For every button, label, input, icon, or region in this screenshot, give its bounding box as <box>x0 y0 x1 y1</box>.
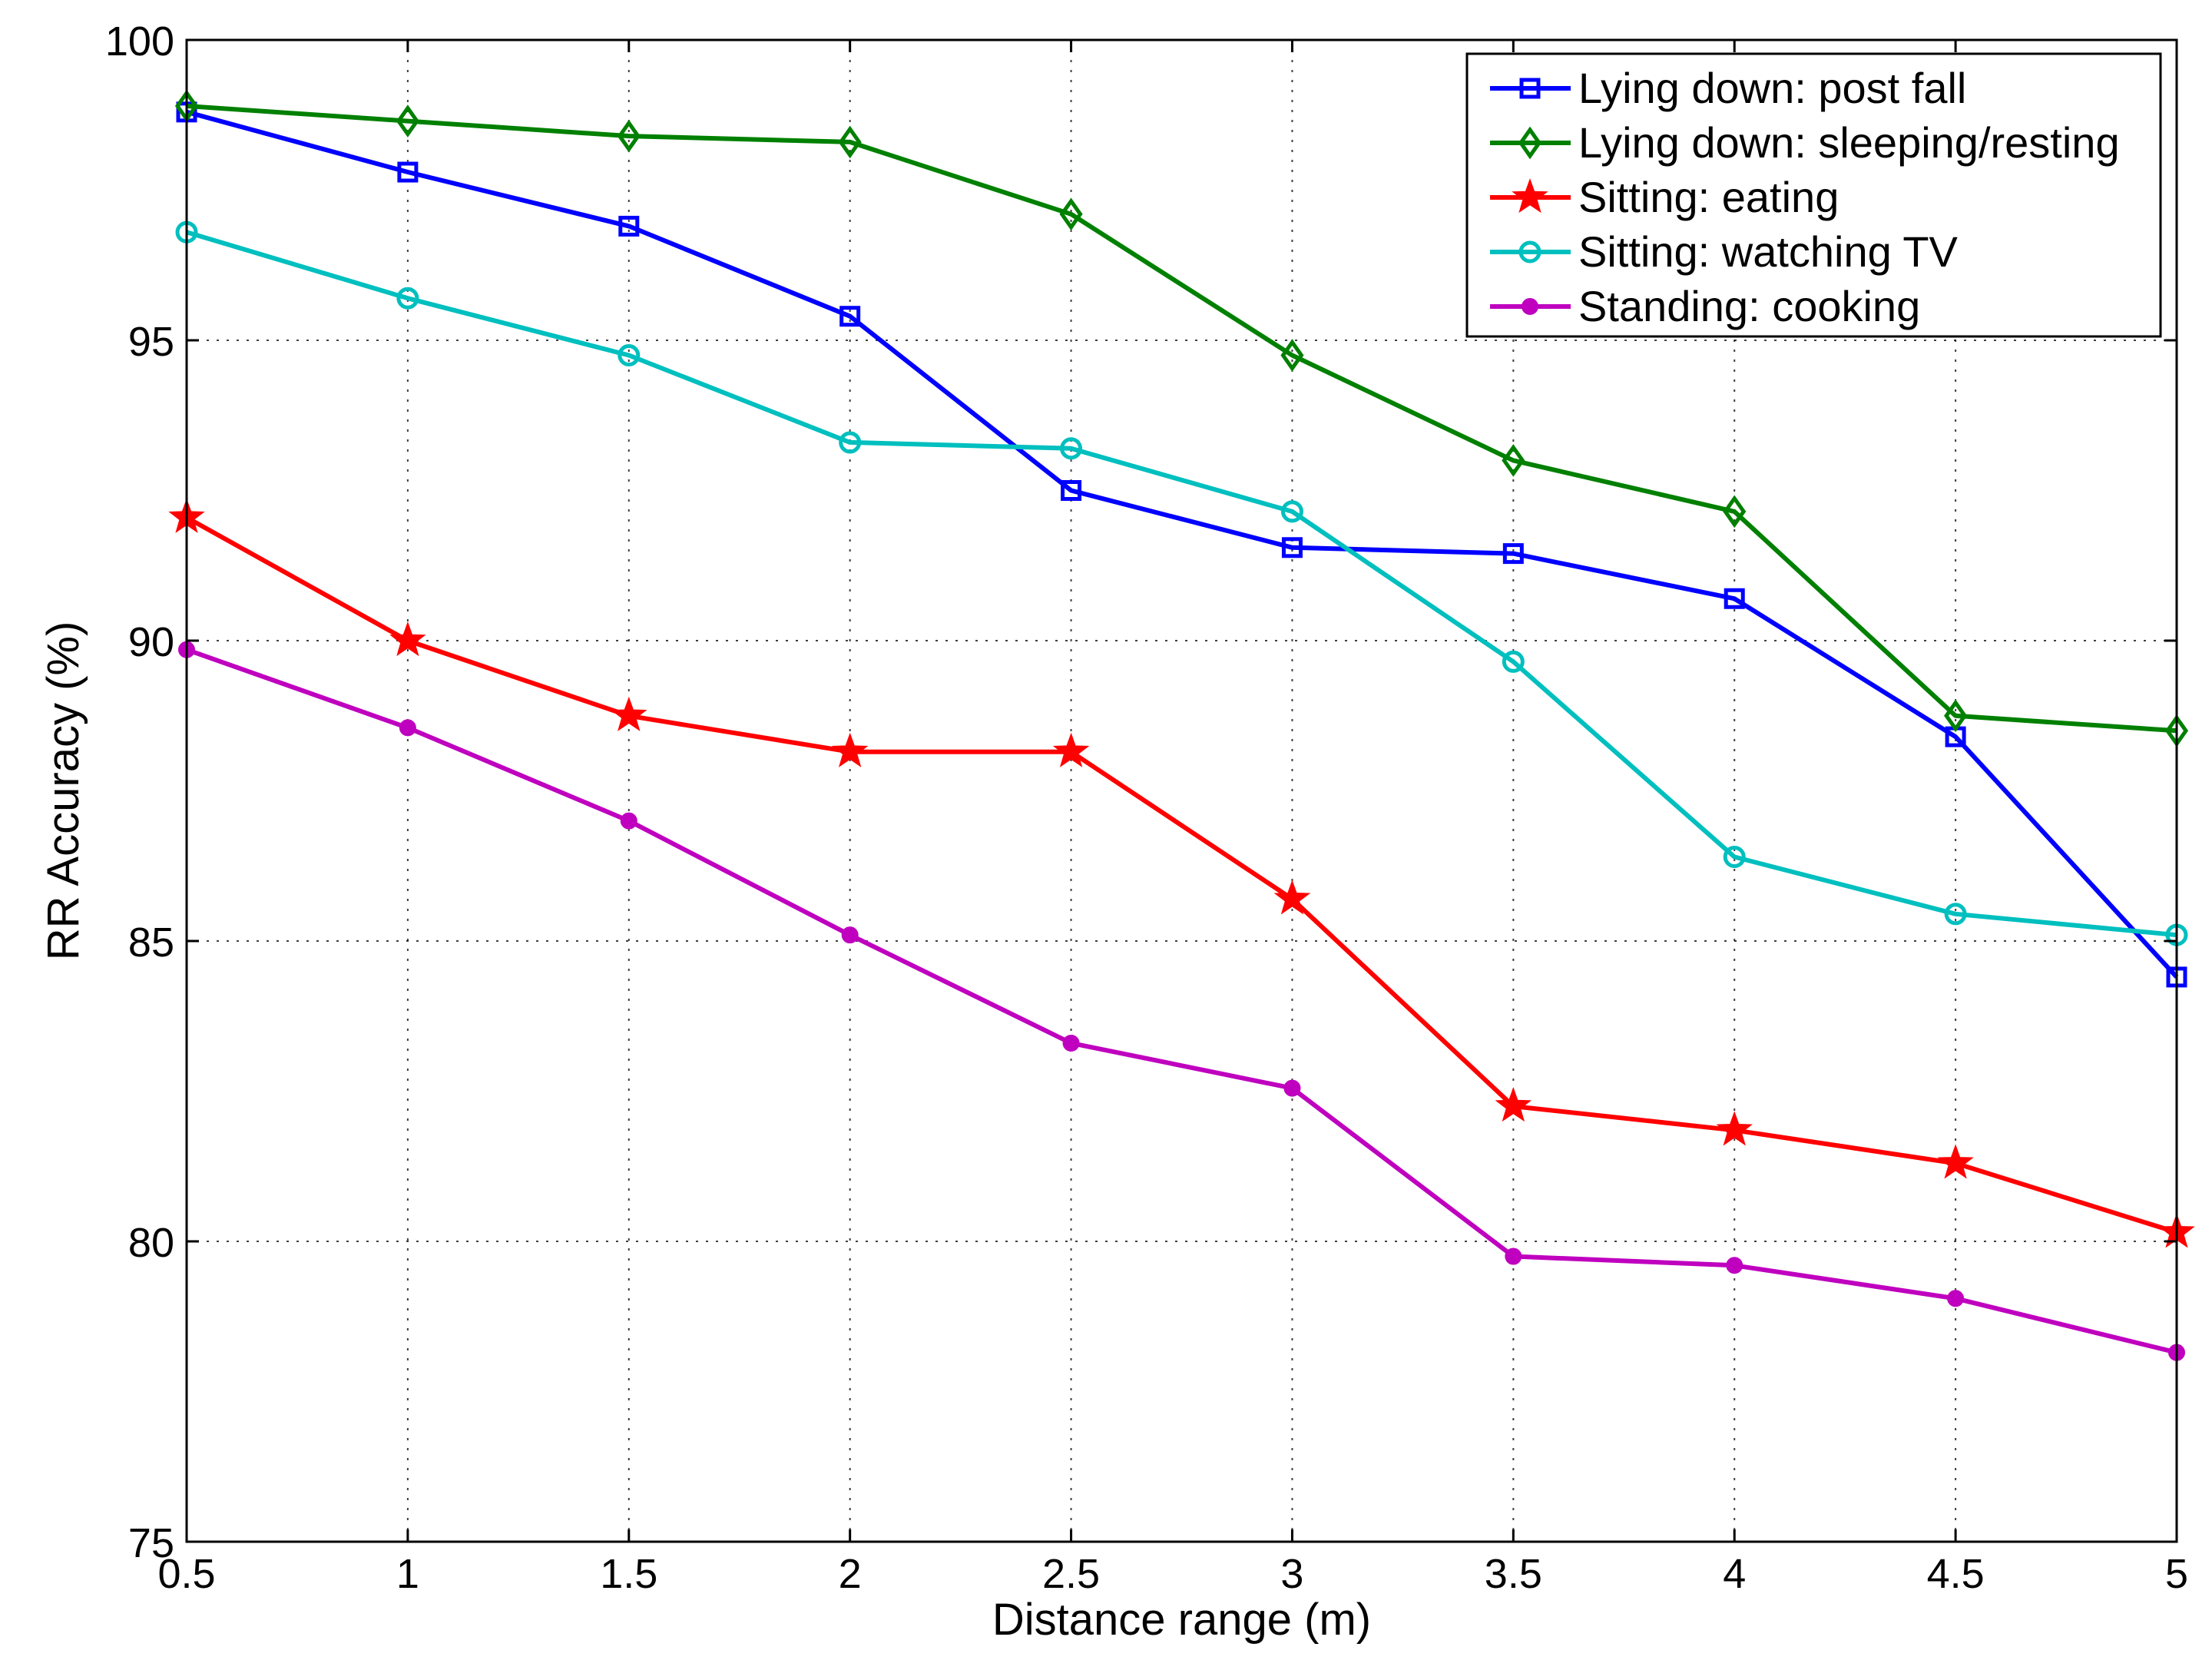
data-point-marker <box>1502 650 1525 673</box>
data-point-marker <box>611 696 647 731</box>
legend-entry-1: Lying down: post fall <box>1490 64 1966 112</box>
data-point-marker <box>839 306 861 327</box>
data-point-marker <box>618 215 640 237</box>
legend-label: Lying down: sleeping/resting <box>1578 118 2120 167</box>
data-point-marker <box>1061 480 1082 501</box>
series-1 <box>176 101 2187 988</box>
axis-ticks: 0.5 1 1.5 2 2.5 3 3.5 4 4.5 5 75 80 85 90 95 100 <box>105 18 2188 1597</box>
data-point-marker <box>1280 500 1303 523</box>
legend-label: Standing: cooking <box>1578 282 1920 330</box>
data-point-marker <box>1273 880 1311 915</box>
legend-marker-swatch <box>1518 126 1542 160</box>
data-point-marker <box>1937 1144 1974 1179</box>
data-point-marker <box>1724 588 1745 609</box>
legend-entry-5: Standing: cooking <box>1490 282 1920 330</box>
data-point-marker <box>396 287 419 310</box>
data-point-marker <box>397 161 419 183</box>
y-tick-label: 90 <box>128 619 174 665</box>
series-line <box>186 230 2177 938</box>
data-point-marker <box>1502 444 1525 477</box>
y-tick-label: 85 <box>128 919 174 966</box>
x-tick-label: 3.5 <box>1485 1551 1542 1597</box>
data-point-marker <box>839 431 862 454</box>
data-point-marker <box>1947 1290 1965 1307</box>
legend-label: Sitting: eating <box>1578 173 1839 221</box>
data-point-marker <box>1726 1257 1743 1274</box>
y-tick-label: 100 <box>105 18 174 65</box>
x-tick-label: 1.5 <box>600 1551 657 1597</box>
x-tick-label: 4.5 <box>1927 1551 1985 1597</box>
data-point-marker <box>1281 537 1303 558</box>
y-tick-label: 80 <box>128 1220 174 1266</box>
data-series <box>168 89 2195 1361</box>
data-point-marker <box>1283 1079 1301 1097</box>
data-point-marker <box>1280 339 1304 372</box>
series-line <box>186 647 2177 1355</box>
legend-entry-4: Sitting: watching TV <box>1490 227 1959 276</box>
data-point-marker <box>831 732 869 767</box>
series-2 <box>174 89 2189 747</box>
data-point-marker <box>389 621 426 657</box>
legend: Lying down: post fall Lying down: sleepin… <box>1465 52 2162 338</box>
legend-label: Sitting: watching TV <box>1578 227 1959 276</box>
series-line <box>186 109 2179 979</box>
data-point-marker <box>1723 846 1746 869</box>
legend-marker-swatch <box>1512 178 1548 214</box>
data-point-marker <box>1495 1087 1532 1122</box>
data-point-marker <box>1062 1034 1080 1052</box>
legend-marker-swatch <box>1518 240 1541 263</box>
data-point-marker <box>396 104 419 138</box>
data-point-marker <box>1944 903 1967 926</box>
data-point-marker <box>620 812 637 830</box>
x-axis-label: Distance range (m) <box>992 1595 1371 1645</box>
series-line <box>186 104 2177 734</box>
data-point-marker <box>1723 495 1747 529</box>
data-point-marker <box>841 926 859 944</box>
x-tick-label: 2.5 <box>1042 1551 1100 1597</box>
series-5 <box>178 641 2185 1361</box>
data-point-marker <box>399 719 416 737</box>
x-tick-label: 1 <box>396 1551 419 1597</box>
data-point-marker <box>617 119 641 153</box>
series-line <box>185 515 2177 1235</box>
legend-box <box>1465 52 2162 338</box>
legend-entry-2: Lying down: sleeping/resting <box>1490 118 2120 167</box>
x-tick-label: 4 <box>1723 1551 1746 1597</box>
x-tick-label: 0.5 <box>157 1551 215 1597</box>
y-tick-label: 75 <box>128 1520 174 1566</box>
x-tick-label: 3 <box>1280 1551 1303 1597</box>
legend-marker-swatch <box>1522 298 1538 315</box>
data-point-marker <box>1059 197 1083 231</box>
data-point-marker <box>1060 437 1083 460</box>
x-tick-label: 5 <box>2165 1551 2188 1597</box>
data-point-marker <box>838 125 862 159</box>
data-point-marker <box>618 344 641 367</box>
data-point-marker <box>1505 1248 1522 1265</box>
data-point-marker <box>1944 699 1968 733</box>
legend-entry-3: Sitting: eating <box>1490 173 1839 221</box>
y-tick-label: 95 <box>128 319 174 365</box>
y-axis-label: RR Accuracy (%) <box>38 621 88 961</box>
data-point-marker <box>1502 543 1524 565</box>
data-point-marker <box>1052 732 1090 767</box>
plot-frame <box>185 38 2178 1543</box>
legend-label: Lying down: post fall <box>1578 64 1966 112</box>
data-point-marker <box>1716 1111 1753 1146</box>
x-tick-label: 2 <box>839 1551 862 1597</box>
legend-marker-swatch <box>1519 78 1541 99</box>
